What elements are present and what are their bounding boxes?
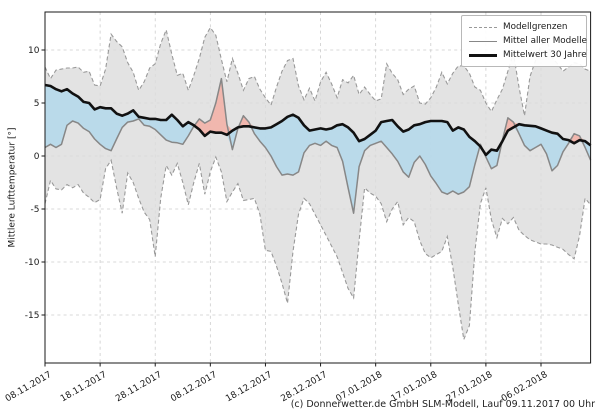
x-tick-label: 18.12.2017 xyxy=(224,370,274,404)
y-tick-label: 10 xyxy=(28,46,40,56)
model-mean-line xyxy=(44,77,592,214)
dashed-line-icon xyxy=(469,26,497,28)
legend: Modellgrenzen Mittel aller Modelle Mitte… xyxy=(461,15,587,67)
upper-bound-line xyxy=(44,26,591,116)
copyright-text: (c) Donnerwetter.de GmbH SLM-Modell, Lau… xyxy=(290,399,595,410)
y-tick-label: -10 xyxy=(25,258,40,268)
x-tick-label: 18.11.2017 xyxy=(59,370,109,404)
legend-label: Mittel aller Modelle xyxy=(503,36,587,46)
legend-item-modellgrenzen: Modellgrenzen xyxy=(469,20,579,34)
legend-label: Modellgrenzen xyxy=(503,22,568,32)
colder-than-climate-fill xyxy=(45,85,591,214)
x-tick-label: 08.12.2017 xyxy=(169,370,219,404)
black-line-icon xyxy=(469,53,497,57)
lower-bound-line xyxy=(44,155,592,342)
y-tick-label: -15 xyxy=(25,311,40,321)
model-bounds-band xyxy=(45,27,591,340)
x-tick-label: 28.11.2017 xyxy=(114,370,164,404)
legend-item-mittelwert-30-jahre: Mittelwert 30 Jahre xyxy=(469,48,587,62)
axes-frame xyxy=(44,11,592,364)
legend-label: Mittelwert 30 Jahre xyxy=(503,50,587,60)
y-tick-label: 5 xyxy=(34,99,40,109)
legend-item-mittel-aller-modelle: Mittel aller Modelle xyxy=(469,34,587,48)
y-axis-label: Mittlere Lufttemperatur [°] xyxy=(7,127,18,248)
y-tick-label: -5 xyxy=(31,205,40,215)
x-tick-label: 08.11.2017 xyxy=(4,370,54,404)
climate-mean-line xyxy=(44,83,592,157)
y-tick-label: 0 xyxy=(34,152,40,162)
gray-line-icon xyxy=(469,40,497,42)
